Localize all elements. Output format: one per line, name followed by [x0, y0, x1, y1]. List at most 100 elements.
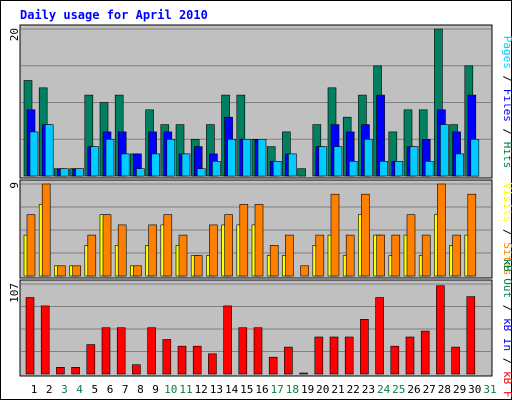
x-tick-label-28: 28	[438, 383, 451, 396]
bar-pages-day-10	[166, 139, 176, 177]
bar-kb-f-day-1	[25, 297, 35, 375]
bar-kb-f-day-11	[177, 345, 187, 375]
bar-pages-day-18	[288, 153, 297, 177]
bar-kb-f-day-15	[238, 327, 248, 375]
middle-panel-legend: Visits / Sites	[501, 183, 512, 276]
x-tick-label-26: 26	[407, 383, 420, 396]
x-tick-label-17: 17	[271, 383, 284, 396]
bar-sites-day-12	[193, 255, 203, 277]
bar-kb-f-day-28	[436, 285, 445, 375]
bar-kb-f-day-30	[466, 296, 476, 375]
bar-sites-day-1	[26, 214, 36, 277]
legend-part: /	[501, 122, 512, 142]
bar-pages-day-26	[409, 146, 419, 177]
x-tick-label-16: 16	[255, 383, 268, 396]
x-tick-label-12: 12	[195, 383, 208, 396]
bar-sites-day-7	[117, 224, 127, 277]
bar-pages-day-4	[75, 168, 84, 177]
legend-part: Pages	[501, 36, 512, 69]
bar-sites-day-27	[421, 234, 431, 277]
bar-pages-day-6	[105, 139, 115, 177]
bar-sites-day-9	[148, 224, 157, 277]
bar-kb-f-day-6	[101, 327, 111, 375]
bar-kb-f-day-9	[147, 327, 156, 375]
bar-sites-day-8	[133, 265, 142, 277]
bar-sites-day-6	[102, 214, 112, 277]
bar-pages-day-25	[394, 161, 404, 177]
bar-pages-day-11	[181, 153, 191, 177]
bar-pages-day-28	[440, 124, 449, 177]
bar-kb-f-day-16	[253, 327, 263, 375]
bar-pages-day-29	[455, 153, 464, 177]
bar-pages-day-20	[318, 146, 328, 177]
bar-kb-f-day-8	[132, 364, 141, 375]
bar-sites-day-5	[87, 234, 97, 277]
bar-kb-f-day-25	[390, 345, 400, 375]
bar-pages-day-12	[196, 168, 206, 177]
bar-kb-f-day-29	[451, 346, 460, 375]
bottom-panel-ymax-label: 107	[8, 283, 21, 303]
bar-kb-f-day-4	[71, 366, 80, 375]
legend-part: /	[501, 298, 512, 318]
bar-kb-f-day-14	[223, 305, 232, 375]
legend-part: Sites	[501, 242, 512, 275]
bar-kb-f-day-24	[375, 297, 384, 375]
bar-sites-day-15	[239, 204, 249, 277]
bar-sites-day-24	[376, 234, 385, 277]
x-tick-label-19: 19	[301, 383, 314, 396]
chart-title: Daily usage for April 2010	[20, 8, 208, 22]
x-tick-label-13: 13	[210, 383, 223, 396]
bar-sites-day-20	[315, 234, 325, 277]
x-tick-label-18: 18	[286, 383, 299, 396]
bar-pages-day-1	[29, 131, 39, 177]
x-tick-label-6: 6	[107, 383, 114, 396]
middle-panel-ymax-label: 9	[8, 182, 21, 189]
x-tick-label-27: 27	[423, 383, 436, 396]
x-tick-label-30: 30	[468, 383, 481, 396]
x-tick-label-20: 20	[316, 383, 329, 396]
x-tick-label-25: 25	[392, 383, 405, 396]
bar-kb-f-day-17	[268, 356, 278, 375]
x-tick-label-10: 10	[164, 383, 177, 396]
bar-hits-day-19	[297, 168, 306, 177]
bar-pages-day-2	[44, 124, 54, 177]
x-tick-label-15: 15	[240, 383, 253, 396]
bar-sites-day-22	[345, 234, 355, 277]
x-tick-label-4: 4	[76, 383, 83, 396]
x-tick-label-8: 8	[137, 383, 144, 396]
legend-part: Hits	[501, 142, 512, 169]
x-tick-label-31: 31	[483, 383, 496, 396]
x-tick-label-14: 14	[225, 383, 239, 396]
legend-part: Visits	[501, 183, 512, 223]
bar-kb-f-day-3	[56, 366, 65, 375]
bar-pages-day-9	[151, 153, 160, 177]
bar-sites-day-17	[269, 245, 279, 277]
bar-kb-f-day-5	[86, 344, 96, 375]
bar-pages-day-21	[333, 146, 343, 177]
x-tick-label-9: 9	[152, 383, 159, 396]
top-panel-ymax-label: 20	[8, 28, 21, 41]
bar-pages-day-13	[212, 161, 221, 177]
bar-pages-day-5	[90, 146, 100, 177]
legend-part: kB F	[501, 371, 512, 398]
bar-sites-day-18	[285, 234, 294, 277]
legend-part: kB In	[501, 318, 512, 351]
bar-kb-f-day-7	[116, 327, 126, 375]
x-tick-label-3: 3	[61, 383, 68, 396]
x-tick-label-7: 7	[122, 383, 129, 396]
x-tick-label-24: 24	[377, 383, 391, 396]
bar-pages-day-16	[257, 139, 267, 177]
bar-sites-day-4	[72, 265, 81, 277]
bar-sites-day-10	[163, 214, 173, 277]
bar-sites-day-16	[254, 204, 264, 277]
bar-kb-f-day-19	[299, 372, 308, 375]
bar-kb-f-day-13	[208, 353, 217, 375]
x-tick-label-29: 29	[453, 383, 466, 396]
bar-pages-day-27	[424, 161, 434, 177]
bar-sites-day-28	[437, 183, 446, 277]
bar-pages-day-22	[348, 161, 358, 177]
bar-pages-day-7	[120, 153, 130, 177]
bar-pages-day-23	[364, 139, 373, 177]
bar-pages-day-14	[227, 139, 236, 177]
bar-kb-f-day-10	[162, 339, 172, 375]
